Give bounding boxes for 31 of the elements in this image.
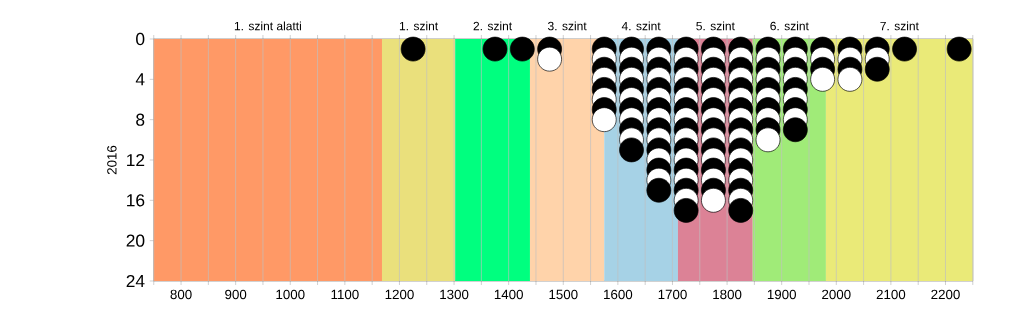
x-tick-label: 1100 (331, 289, 359, 300)
x-tick-label: 1300 (440, 289, 469, 300)
x-tick-label: 2000 (822, 289, 851, 300)
x-tick-label: 1200 (385, 289, 414, 300)
band-label: 4. szint (621, 21, 661, 31)
y-tick-label: 20 (126, 234, 145, 247)
y-tick-label: 0 (136, 32, 145, 46)
x-tick-label: 1800 (713, 289, 742, 300)
x-tick-label: 2200 (931, 289, 960, 300)
x-tick-label: 2100 (876, 289, 906, 300)
band-label: 5. szint (696, 21, 735, 31)
y-tick-label: 16 (127, 194, 145, 207)
x-tick-label: 1700 (658, 289, 687, 300)
y-tick-label: 4 (135, 73, 145, 86)
band-label: 1. szint (399, 21, 439, 31)
x-tick-label: 1600 (604, 289, 633, 300)
band-label: 3. szint (547, 21, 587, 31)
y-tick-label: 24 (126, 274, 145, 288)
x-tick-label: 1400 (494, 289, 523, 300)
x-tick-label: 1500 (549, 289, 578, 300)
y-tick-label: 8 (136, 113, 145, 126)
y-axis-title: 2016 (107, 145, 117, 175)
band-label: 2. szint (473, 21, 513, 31)
band-label: 1. szint alatti (234, 21, 301, 31)
band-label: 7. szint (880, 21, 919, 31)
x-tick-label: 1900 (767, 289, 796, 300)
band-label: 6. szint (770, 21, 809, 31)
x-tick-label: 800 (170, 289, 192, 300)
x-tick-label: 900 (225, 289, 247, 300)
y-tick-label: 12 (127, 153, 145, 167)
x-tick-label: 1000 (276, 289, 305, 300)
